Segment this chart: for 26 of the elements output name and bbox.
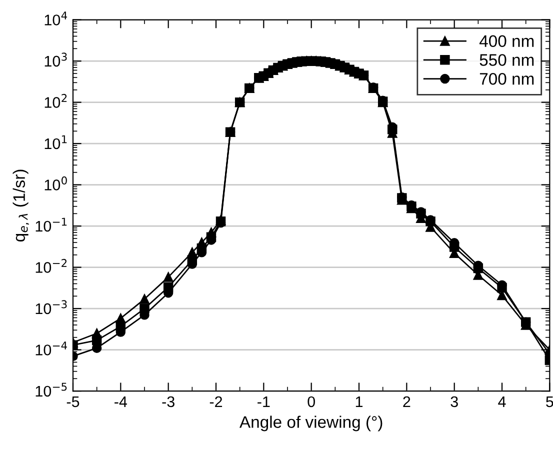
y-tick-label: 10$^{−2}$ xyxy=(36,258,67,273)
x-tick-label: -2 xyxy=(210,396,222,407)
y-tick-label: 10$^{−1}$ xyxy=(36,218,67,232)
x-tick-label: 3 xyxy=(450,396,458,408)
x-tick-label: -3 xyxy=(162,396,174,408)
y-tick-label: 10$^{−5}$ xyxy=(36,382,67,397)
x-tick-label: -4 xyxy=(114,396,128,407)
y-tick-label: 10$^{2}$ xyxy=(44,94,67,108)
legend-label: 550 nm xyxy=(480,54,534,66)
y-tick-label: 10$^{4}$ xyxy=(44,12,68,26)
y-axis-title: q$_{e,λ}$ (1/sr) xyxy=(12,170,29,242)
x-tick-label: -5 xyxy=(66,396,80,408)
y-tick-label: 10$^{−3}$ xyxy=(36,300,67,314)
y-tick-label: 10$^{1}$ xyxy=(44,135,67,150)
x-tick-label: 2 xyxy=(403,396,410,407)
y-tick-label: 10$^{0}$ xyxy=(44,176,67,190)
x-tick-label: -1 xyxy=(258,396,270,407)
x-tick-label: 1 xyxy=(356,396,363,407)
x-tick-label: 5 xyxy=(546,396,553,408)
y-tick-label: 10$^{−4}$ xyxy=(36,342,67,356)
x-tick-label: 0 xyxy=(308,396,315,408)
x-tick-label: 4 xyxy=(498,396,506,407)
x-axis-title: Angle of viewing (°) xyxy=(239,416,382,432)
legend-label: 700 nm xyxy=(480,72,534,85)
y-tick-label: 10$^{3}$ xyxy=(44,52,67,67)
legend-label: 400 nm xyxy=(479,35,534,48)
